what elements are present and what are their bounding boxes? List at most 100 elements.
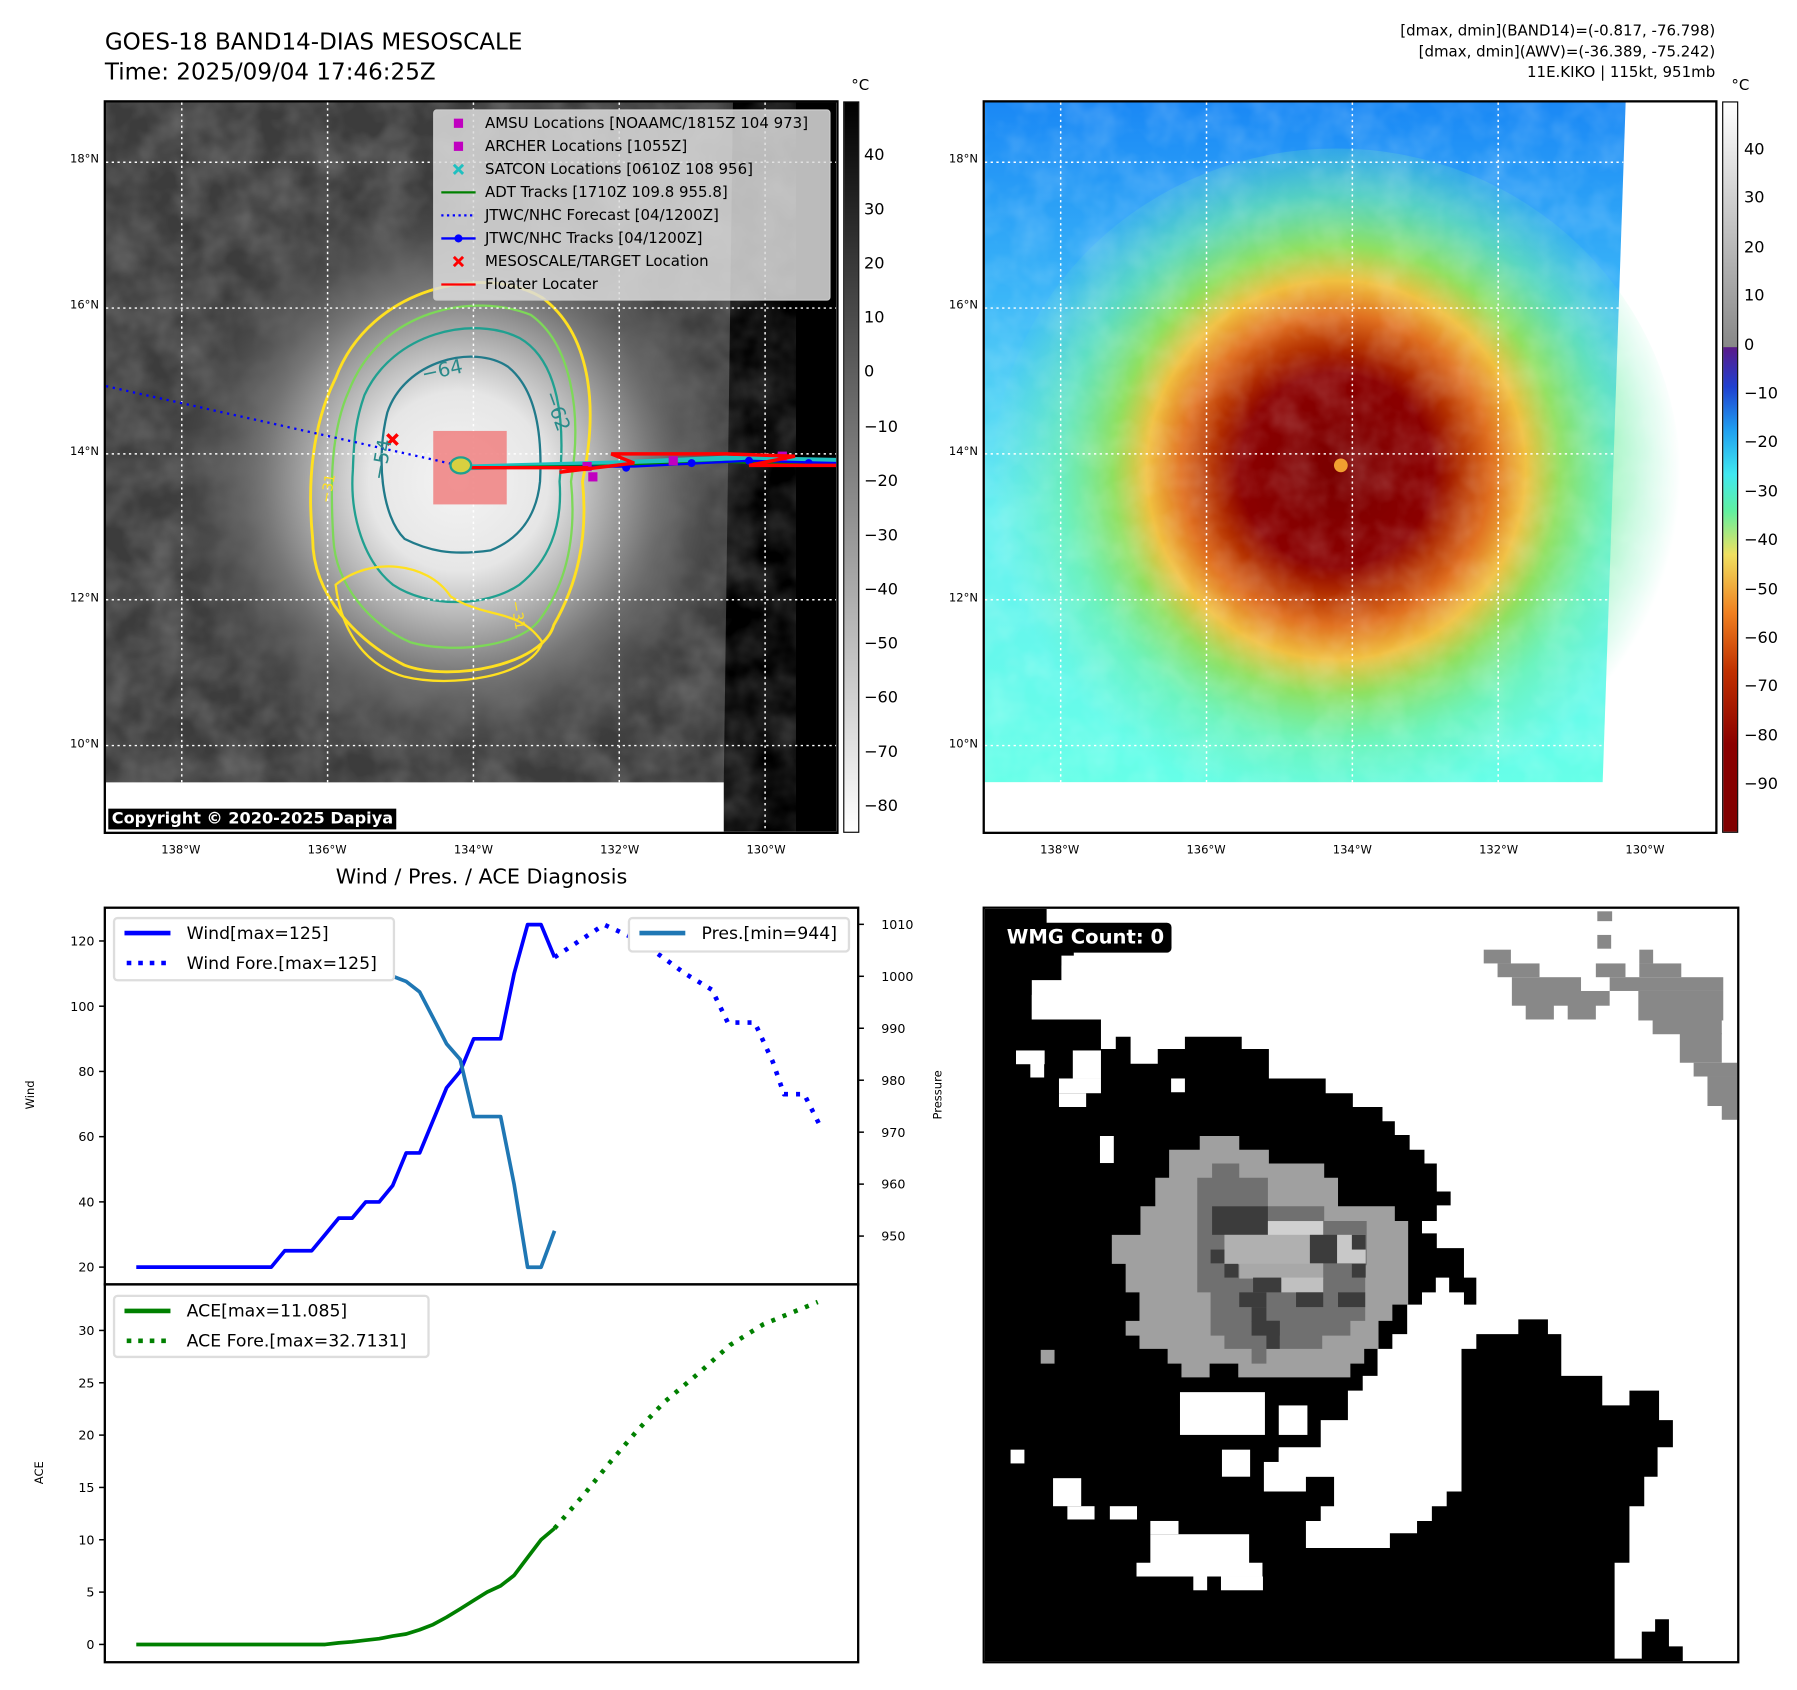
legend-x-icon [452, 255, 465, 268]
colorbar-tick-label: −20 [1744, 433, 1779, 453]
colorbar-tick-label: −60 [1744, 628, 1779, 648]
y-tick-label: 970 [881, 1125, 905, 1140]
contour-line [351, 327, 563, 604]
colorbar-tick-label: −60 [863, 688, 898, 708]
colorbar-tick-label: −10 [1744, 384, 1779, 404]
awv-map-panel [982, 100, 1718, 834]
storm-eye [449, 456, 473, 475]
legend-item: ADT Tracks [1710Z 109.8 955.8] [441, 182, 728, 203]
legend-line-icon [441, 283, 476, 286]
colorbar-tick-label: −20 [863, 471, 898, 491]
colorbar-tick-label: −30 [863, 526, 898, 545]
pressure-legend: Pres.[min=944] [627, 916, 851, 953]
wmg-mask-image [984, 908, 1738, 1662]
legend-dotted-line-icon [126, 1338, 171, 1344]
legend-item: SATCON Locations [0610Z 108 956] [441, 159, 753, 180]
awv-colorbar-unit: °C [1731, 77, 1750, 95]
series-line-wind [136, 922, 557, 1269]
colorbar-tick-label: −80 [863, 797, 898, 816]
lon-label: 134°W [453, 844, 494, 858]
legend-label: Pres.[min=944] [701, 922, 838, 944]
legend-line-icon [441, 191, 476, 194]
legend-item: Wind[max=125] [124, 922, 329, 944]
y-tick-label: 30 [78, 1323, 94, 1338]
colorbar-tick-label: 30 [863, 200, 885, 219]
contour-line [330, 304, 577, 649]
legend-item: Wind Fore.[max=125] [124, 952, 377, 974]
lon-label: 132°W [1479, 844, 1519, 858]
lon-label: 136°W [307, 844, 347, 858]
lat-label: 14°N [948, 445, 978, 459]
legend-label: JTWC/NHC Forecast [04/1200Z] [484, 206, 719, 225]
chart-title: Wind / Pres. / ACE Diagnosis [335, 865, 628, 890]
legend-item: Pres.[min=944] [639, 922, 838, 944]
awv-colorbar [1722, 101, 1739, 833]
target-x-marker [386, 433, 399, 446]
lat-label: 10°N [948, 738, 978, 752]
y-tick-label: 950 [881, 1229, 905, 1244]
y-tick-label: 25 [78, 1375, 94, 1390]
ir-colorbar [843, 101, 860, 833]
colorbar-tick-label: 10 [1744, 287, 1765, 306]
y-tick-label: 40 [78, 1194, 94, 1209]
map-legend: AMSU Locations [NOAAMC/1815Z 104 973] ARC… [433, 109, 831, 301]
colorbar-tick-label: −40 [863, 580, 898, 599]
legend-item: ACE Fore.[max=32.7131] [124, 1330, 406, 1351]
awv-map-image [984, 102, 1716, 832]
ace-axis-label: ACE [33, 1461, 47, 1485]
y-tick-label: 1000 [881, 969, 913, 984]
ir-map-panel: −64 −62 −54 −31 −31 AMSU Locations [NOAA… [103, 100, 839, 834]
y-tick-label: 20 [78, 1428, 94, 1443]
y-tick-label: 1010 [881, 917, 913, 932]
wmg-panel: WMG Count: 0 [982, 906, 1740, 1664]
y-tick-label: 0 [86, 1637, 94, 1652]
lower-axes-frame [103, 1283, 860, 1664]
legend-item: ARCHER Locations [1055Z] [441, 136, 687, 157]
legend-dotted-icon [441, 214, 476, 217]
lat-label: 16°N [70, 299, 100, 313]
legend-square-icon [453, 118, 464, 128]
contour-line [380, 355, 542, 554]
legend-item: MESOSCALE/TARGET Location [441, 251, 709, 272]
legend-label: ARCHER Locations [1055Z] [484, 137, 688, 155]
colorbar-tick-label: −10 [863, 417, 898, 437]
ace-legend: ACE[max=11.085] ACE Fore.[max=32.7131] [112, 1294, 430, 1359]
lon-label: 134°W [1332, 844, 1372, 858]
legend-square-icon [453, 141, 464, 151]
colorbar-tick-label: 40 [1744, 140, 1765, 159]
figure-time: Time: 2025/09/04 17:46:25Z [104, 57, 436, 86]
colorbar-tick-label: 20 [1744, 238, 1765, 257]
lon-label: 132°W [600, 844, 640, 858]
y-tick-label: 10 [78, 1532, 94, 1547]
figure-title: GOES-18 BAND14-DIAS MESOSCALE [104, 27, 523, 56]
colorbar-tick-label: 0 [1744, 335, 1755, 355]
colorbar-tick-label: −50 [1744, 580, 1779, 599]
legend-label: AMSU Locations [NOAAMC/1815Z 104 973] [484, 114, 809, 132]
storm-eye [1333, 458, 1348, 473]
lat-label: 18°N [70, 153, 100, 166]
lon-label: 130°W [1625, 844, 1665, 858]
lat-label: 12°N [948, 592, 978, 605]
y-tick-label: 960 [881, 1177, 905, 1192]
legend-label: Wind[max=125] [186, 922, 329, 944]
ir-colorbar-unit: °C [851, 77, 870, 95]
legend-label: Wind Fore.[max=125] [186, 952, 377, 974]
y-tick-label: 980 [881, 1073, 905, 1088]
colorbar-tick-label: −80 [1744, 726, 1779, 746]
legend-solid-line-icon [639, 930, 686, 936]
legend-label: MESOSCALE/TARGET Location [484, 252, 709, 271]
y-tick-label: 990 [881, 1021, 905, 1036]
colorbar-tick-label: −50 [863, 634, 898, 654]
legend-solid-line-icon [124, 930, 171, 936]
stat-band14: [dmax, dmin](BAND14)=(-0.817, -76.798) [1400, 23, 1716, 41]
series-line-ace-fore [552, 1299, 819, 1530]
y-tick-label: 20 [78, 1260, 94, 1275]
lat-label: 14°N [70, 445, 100, 459]
series-line-wind-fore [553, 922, 825, 1132]
lon-label: 130°W [746, 844, 786, 858]
legend-label: JTWC/NHC Tracks [04/1200Z] [484, 229, 703, 248]
series-line-ace [136, 1526, 556, 1647]
legend-label: ADT Tracks [1710Z 109.8 955.8] [484, 183, 728, 202]
legend-label: ACE Fore.[max=32.7131] [186, 1330, 407, 1352]
